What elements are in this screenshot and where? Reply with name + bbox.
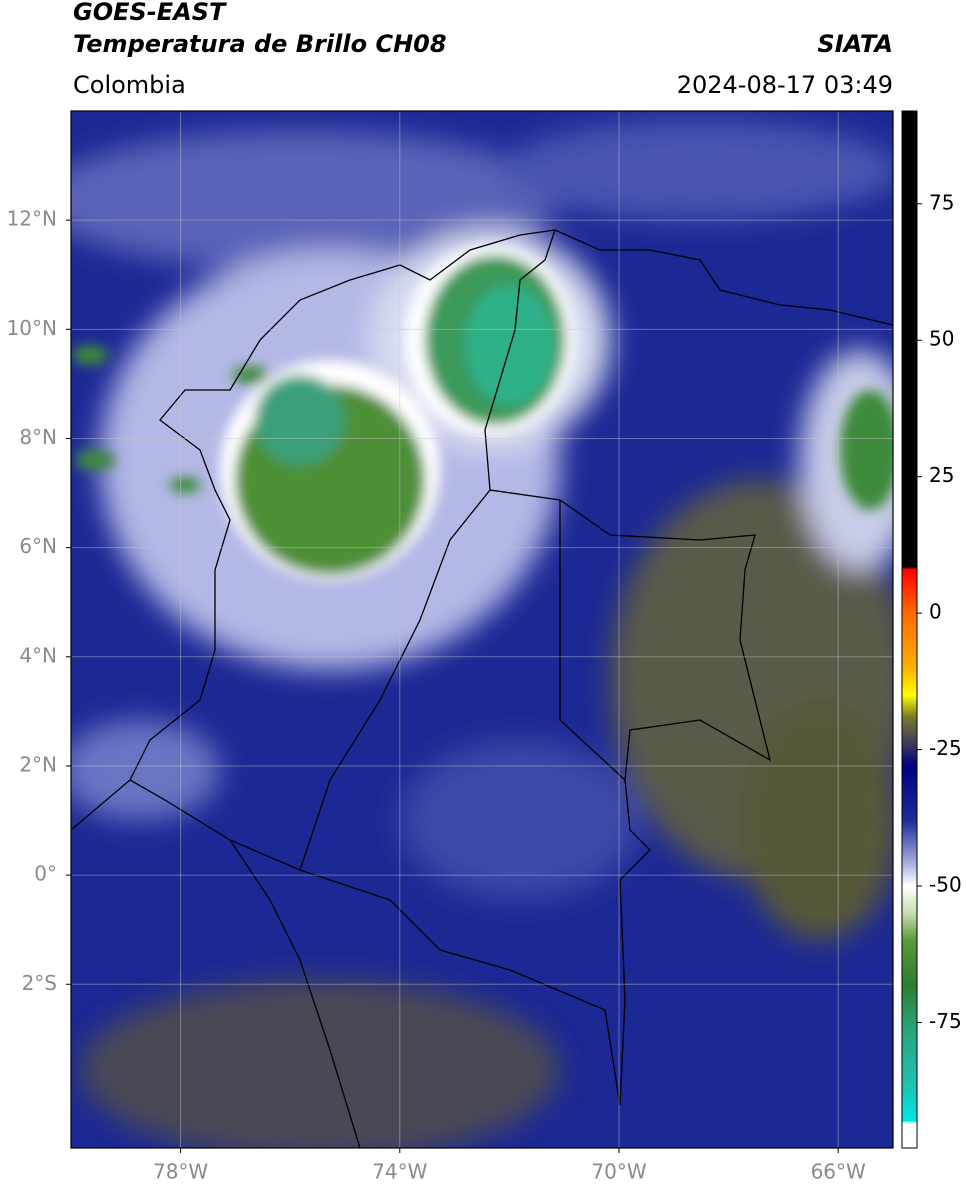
y-tick-label: 6°N xyxy=(19,534,57,558)
y-tick-label: 4°N xyxy=(19,643,57,667)
colorbar-tick-label: -25 xyxy=(929,736,962,760)
datetime: 2024-08-17 03:49 xyxy=(677,71,893,99)
map-frame xyxy=(70,110,894,1149)
y-tick-label: 0° xyxy=(34,862,57,886)
colorbar-tick-label: 50 xyxy=(929,327,954,351)
y-tick-label: 2°S xyxy=(22,971,57,995)
y-tick-label: 12°N xyxy=(7,207,57,231)
colorbar xyxy=(901,110,918,1149)
colorbar-tick-label: -75 xyxy=(929,1009,962,1033)
title: GOES-EAST xyxy=(73,0,227,26)
x-tick-label: 74°W xyxy=(372,1160,427,1184)
y-tick-label: 10°N xyxy=(7,316,57,340)
graticule xyxy=(71,111,893,1148)
source: SIATA xyxy=(817,30,893,58)
x-tick-label: 78°W xyxy=(153,1160,208,1184)
subtitle: Temperatura de Brillo CH08 xyxy=(73,30,447,58)
region: Colombia xyxy=(73,71,186,99)
colorbar-tick-label: -50 xyxy=(929,873,962,897)
x-tick-label: 66°W xyxy=(811,1160,866,1184)
y-tick-label: 2°N xyxy=(19,752,57,776)
colorbar-tick-label: 0 xyxy=(929,600,942,624)
colorbar-tick-label: 75 xyxy=(929,190,954,214)
x-tick-label: 70°W xyxy=(591,1160,646,1184)
colorbar-tick-label: 25 xyxy=(929,463,954,487)
y-tick-label: 8°N xyxy=(19,425,57,449)
satellite-image xyxy=(71,111,893,1148)
